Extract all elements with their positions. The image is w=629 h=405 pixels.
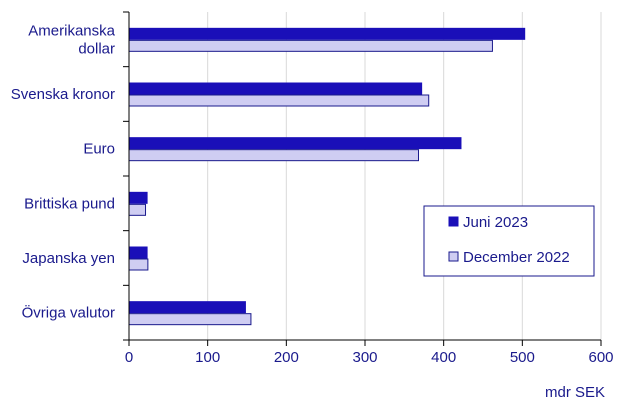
label-layer: 0 100 200 300 400 500 600 Amerikanska dollar Sven… (11, 22, 614, 366)
x-tick-label: 600 (588, 349, 613, 366)
bar-juni-2023-2 (128, 137, 462, 150)
legend-box (423, 205, 595, 277)
x-tick-label: 500 (510, 349, 535, 366)
x-tick-label: 100 (195, 349, 220, 366)
bar-december-2022-5 (128, 313, 252, 326)
category-label: Amerikanska dollar (28, 22, 115, 57)
category-label-line: dollar (78, 40, 115, 57)
legend-swatch-december-2022 (448, 251, 459, 262)
bar-december-2022-2 (128, 149, 419, 162)
grid-layer (207, 12, 602, 340)
category-label-line: Svenska kronor (11, 86, 115, 103)
category-label: Svenska kronor (11, 86, 115, 103)
bar-december-2022-1 (128, 94, 430, 107)
axis-layer (123, 11, 602, 346)
category-label: Euro (83, 141, 115, 158)
bar-layer (128, 27, 526, 326)
bar-december-2022-3 (128, 203, 147, 216)
x-tick-label: 400 (431, 349, 456, 366)
bar-december-2022-0 (128, 39, 493, 52)
x-axis-unit-label: mdr SEK (545, 384, 605, 401)
category-label-line: Amerikanska (28, 22, 115, 39)
bar-juni-2023-1 (128, 82, 423, 95)
legend-label-juni-2023: Juni 2023 (463, 214, 528, 231)
bar-december-2022-4 (128, 258, 149, 271)
x-tick-label: 300 (352, 349, 377, 366)
legend: Juni 2023 December 2022 (423, 205, 595, 277)
category-label-line: Euro (83, 141, 115, 158)
category-label: Övriga valutor (22, 304, 115, 322)
category-label-line: Japanska yen (22, 250, 115, 267)
x-tick-label: 0 (125, 349, 133, 366)
bar-juni-2023-4 (128, 246, 148, 259)
category-label-line: Brittiska pund (24, 195, 115, 212)
category-label-line: Övriga valutor (22, 304, 115, 322)
category-label: Brittiska pund (24, 195, 115, 212)
bar-juni-2023-0 (128, 27, 526, 40)
category-label: Japanska yen (22, 250, 115, 267)
bar-juni-2023-3 (128, 191, 148, 204)
legend-label-december-2022: December 2022 (463, 249, 570, 266)
bar-juni-2023-5 (128, 301, 246, 314)
legend-swatch-juni-2023 (448, 216, 459, 227)
x-tick-label: 200 (274, 349, 299, 366)
